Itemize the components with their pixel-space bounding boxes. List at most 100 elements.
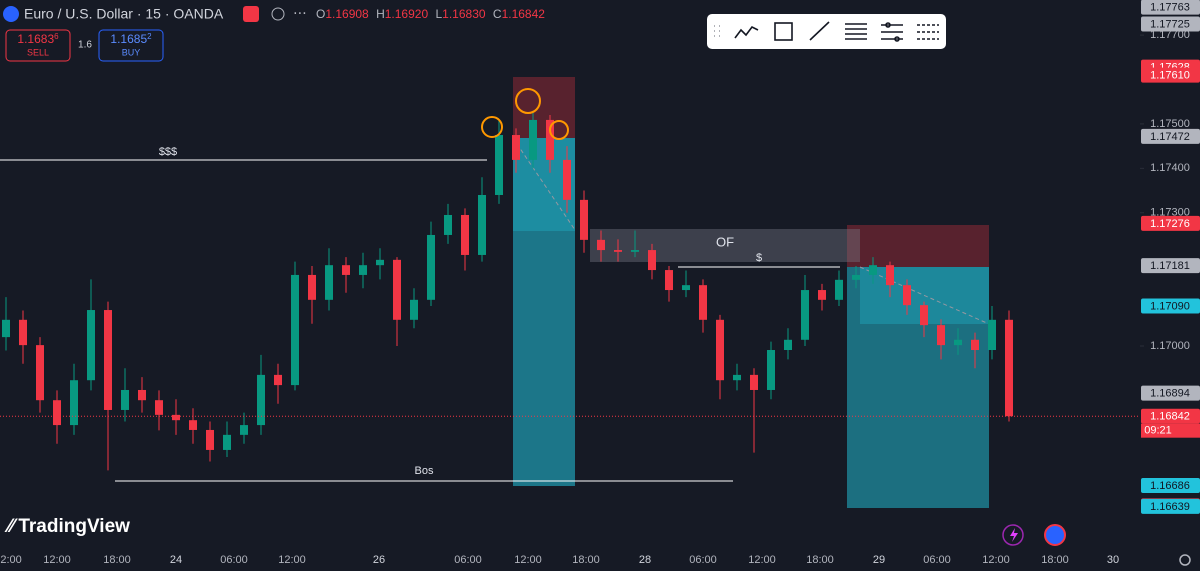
- time-axis: [0, 545, 1200, 571]
- candle-body: [903, 285, 911, 306]
- compare-button[interactable]: [271, 7, 285, 21]
- candle-body: [393, 259, 401, 320]
- candles: [2, 110, 1013, 471]
- buy-label[interactable]: BUY: [122, 47, 141, 57]
- tool-more[interactable]: [917, 24, 939, 40]
- trade-path: [512, 137, 576, 231]
- candle-body: [988, 319, 996, 351]
- candle-body: [699, 285, 707, 320]
- candle-body: [563, 159, 571, 200]
- candle-body: [784, 339, 792, 351]
- x-tick-label: 12:00: [514, 554, 542, 566]
- candle-body: [291, 274, 299, 386]
- alert-bolt: [1010, 528, 1018, 542]
- candle-body: [665, 270, 673, 291]
- candle-body: [138, 389, 146, 401]
- sell-label[interactable]: SELL: [27, 47, 49, 57]
- x-tick-label: 12:00: [982, 554, 1010, 566]
- candle-body: [410, 299, 418, 320]
- sell-button[interactable]: 1.16836 SELL: [5, 29, 71, 62]
- y-tick-label: 1.17500: [1150, 118, 1190, 130]
- candle-body: [36, 345, 44, 401]
- candle-body: [189, 420, 197, 430]
- candle-body: [478, 194, 486, 255]
- ohlc-value: 1.16908: [325, 7, 369, 21]
- x-tick-label: 06:00: [689, 554, 717, 566]
- x-tick-label: 29: [873, 554, 885, 566]
- annotation: $: [756, 252, 762, 264]
- candle-body: [631, 250, 639, 252]
- tool-levels-dot[interactable]: [894, 36, 900, 42]
- tool-fib[interactable]: [845, 23, 867, 40]
- highlight-circle: [549, 120, 569, 140]
- candle-body: [240, 425, 248, 435]
- candle-body: [750, 374, 758, 390]
- candle-body: [580, 199, 588, 240]
- y-tick-label: 1.17400: [1150, 162, 1190, 174]
- symbol-title[interactable]: Euro / U.S. Dollar · 15 · OANDA: [24, 6, 224, 22]
- candle-body: [342, 265, 350, 275]
- candle-body: [767, 350, 775, 390]
- ohlc-label: C: [493, 7, 502, 21]
- candle-body: [495, 135, 503, 195]
- candle-body: [444, 214, 452, 235]
- candle-body: [954, 339, 962, 346]
- buy-button[interactable]: 1.16852 BUY: [98, 29, 164, 62]
- price: 1.1685: [110, 32, 147, 46]
- drag-handle[interactable]: [714, 25, 720, 37]
- alert-icon[interactable]: [1002, 524, 1024, 546]
- buy-box[interactable]: [98, 29, 164, 62]
- symbol-icon: [3, 6, 19, 22]
- candle-body: [87, 310, 95, 381]
- more-button[interactable]: ⋯: [293, 5, 307, 21]
- x-tick-label: 12:00: [43, 554, 71, 566]
- trade-path: [859, 266, 990, 325]
- y-tick-label: 1.17300: [1150, 207, 1190, 219]
- x-tick-label: 12:00: [278, 554, 306, 566]
- candle-body: [869, 265, 877, 275]
- spread: 1.6: [78, 40, 92, 51]
- ohlc-label: L: [435, 7, 442, 21]
- x-tick-label: 18:00: [1041, 554, 1069, 566]
- candle-body: [818, 290, 826, 300]
- price-tag-label: 1.17610: [1150, 69, 1190, 81]
- ohlc-label: H: [376, 7, 385, 21]
- sell-box[interactable]: [5, 29, 71, 62]
- price-tag-label: 1.16842: [1150, 411, 1190, 423]
- x-tick-label: 28: [639, 554, 651, 566]
- x-tick-label: 30: [1107, 554, 1119, 566]
- highlights: [481, 88, 569, 140]
- logo: ⁄⁄ TradingView: [4, 516, 130, 537]
- target-zone: [847, 267, 989, 508]
- tool-trend[interactable]: [734, 25, 759, 39]
- candle-body: [529, 119, 537, 160]
- price-tag-label: 1.17090: [1150, 300, 1190, 312]
- price-tag: [1141, 498, 1200, 514]
- candle-body: [155, 400, 163, 415]
- tool-rectangle[interactable]: [774, 22, 793, 41]
- price-tag: [1141, 0, 1200, 15]
- price-sup: 2: [147, 32, 152, 41]
- price-tag: [1141, 16, 1200, 32]
- x-tick-label: 24: [170, 554, 182, 566]
- settings-icon[interactable]: [1179, 554, 1191, 566]
- price-tag-label: 1.16894: [1150, 387, 1190, 399]
- sell-price[interactable]: 1.16836: [17, 32, 59, 46]
- price-tag: [1141, 258, 1200, 274]
- tool-levels-dot[interactable]: [885, 22, 891, 28]
- annotation: $$$: [159, 146, 177, 158]
- tool-line[interactable]: [809, 21, 830, 41]
- price-tag: [1141, 385, 1200, 401]
- candle-body: [359, 265, 367, 275]
- x-tick-label: 18:00: [572, 554, 600, 566]
- flag-button[interactable]: [243, 6, 259, 22]
- candle-body: [920, 305, 928, 326]
- buy-price[interactable]: 1.16852: [110, 32, 152, 46]
- price-tag-label: 1.17276: [1150, 218, 1190, 230]
- price-axis: [1140, 0, 1200, 571]
- flag-icon[interactable]: [1044, 524, 1066, 546]
- candle-body: [733, 374, 741, 381]
- candle-body: [614, 250, 622, 252]
